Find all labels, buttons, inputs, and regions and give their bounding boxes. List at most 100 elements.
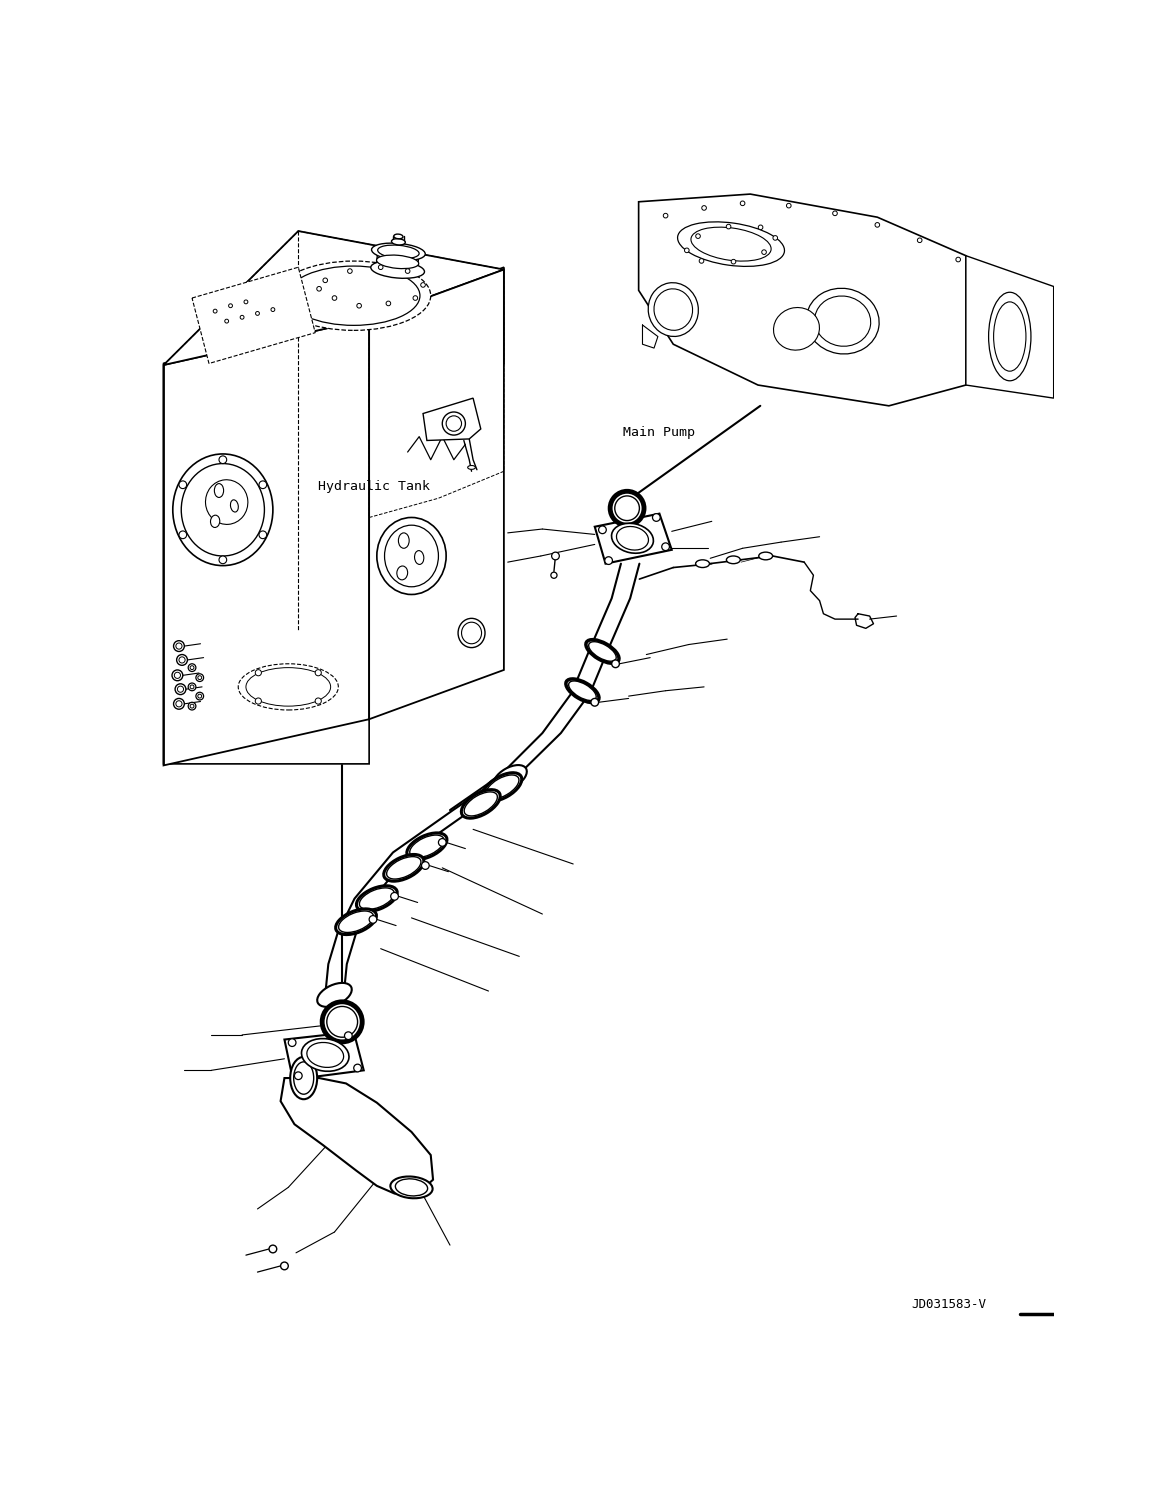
Circle shape (220, 456, 227, 463)
Ellipse shape (586, 640, 619, 663)
Ellipse shape (371, 261, 425, 278)
Circle shape (176, 643, 182, 649)
Circle shape (259, 532, 266, 539)
Circle shape (322, 1002, 363, 1042)
Circle shape (174, 698, 184, 709)
Circle shape (612, 660, 620, 667)
Ellipse shape (384, 855, 424, 881)
Circle shape (174, 640, 184, 652)
Ellipse shape (414, 551, 424, 564)
Ellipse shape (815, 296, 871, 347)
Ellipse shape (461, 622, 481, 643)
Circle shape (315, 698, 322, 704)
Ellipse shape (493, 765, 527, 791)
Polygon shape (639, 194, 966, 406)
Ellipse shape (288, 267, 420, 326)
Circle shape (344, 1032, 352, 1039)
Circle shape (190, 666, 194, 670)
Polygon shape (966, 256, 1054, 398)
Circle shape (196, 675, 203, 682)
Text: Hydraulic Tank: Hydraulic Tank (317, 479, 430, 493)
Circle shape (772, 235, 777, 240)
Circle shape (295, 1072, 302, 1080)
Circle shape (224, 319, 229, 323)
Ellipse shape (566, 679, 599, 703)
Ellipse shape (588, 642, 616, 661)
Circle shape (315, 670, 322, 676)
Circle shape (386, 301, 391, 305)
Polygon shape (423, 398, 481, 441)
Ellipse shape (210, 515, 220, 527)
Circle shape (197, 694, 202, 698)
Circle shape (196, 692, 203, 700)
Circle shape (178, 532, 187, 539)
Polygon shape (163, 267, 504, 363)
Ellipse shape (691, 228, 771, 261)
Circle shape (241, 316, 244, 319)
Ellipse shape (294, 1062, 313, 1094)
Circle shape (289, 1039, 296, 1047)
Ellipse shape (993, 302, 1026, 371)
Polygon shape (163, 319, 369, 765)
Circle shape (357, 304, 362, 308)
Ellipse shape (181, 463, 264, 555)
Ellipse shape (486, 774, 519, 800)
Circle shape (758, 225, 763, 229)
Ellipse shape (386, 856, 421, 879)
Polygon shape (369, 270, 504, 719)
Circle shape (269, 1245, 277, 1252)
Circle shape (378, 265, 383, 270)
Circle shape (197, 676, 202, 679)
Ellipse shape (205, 479, 248, 524)
Ellipse shape (464, 792, 498, 816)
Circle shape (326, 1007, 358, 1038)
Ellipse shape (359, 887, 394, 910)
Circle shape (317, 286, 322, 292)
Circle shape (259, 481, 266, 488)
Ellipse shape (391, 1176, 432, 1199)
Ellipse shape (338, 911, 373, 932)
Ellipse shape (391, 238, 405, 246)
Ellipse shape (458, 618, 485, 648)
Circle shape (177, 686, 183, 692)
Ellipse shape (727, 555, 741, 564)
Ellipse shape (461, 789, 500, 817)
Circle shape (615, 496, 640, 521)
Ellipse shape (377, 518, 446, 594)
Ellipse shape (393, 234, 403, 238)
Ellipse shape (568, 680, 596, 700)
Ellipse shape (398, 533, 410, 548)
Circle shape (696, 234, 701, 238)
Circle shape (787, 204, 791, 208)
Circle shape (551, 572, 556, 578)
Ellipse shape (397, 566, 407, 579)
Circle shape (174, 672, 181, 679)
Ellipse shape (612, 523, 654, 554)
Polygon shape (193, 267, 316, 363)
Circle shape (956, 258, 960, 262)
Circle shape (190, 704, 194, 709)
Ellipse shape (371, 243, 425, 261)
Ellipse shape (238, 664, 338, 710)
Circle shape (420, 283, 425, 287)
Polygon shape (595, 514, 672, 564)
Circle shape (281, 1263, 289, 1270)
Circle shape (214, 310, 217, 313)
Ellipse shape (654, 289, 693, 331)
Ellipse shape (410, 835, 444, 858)
Circle shape (323, 278, 328, 283)
Circle shape (175, 683, 185, 694)
Circle shape (244, 299, 248, 304)
Ellipse shape (385, 526, 438, 587)
Text: Main Pump: Main Pump (623, 426, 695, 439)
Ellipse shape (306, 1042, 344, 1068)
Ellipse shape (989, 292, 1031, 381)
Circle shape (178, 481, 187, 488)
Ellipse shape (483, 773, 521, 801)
Ellipse shape (173, 454, 272, 566)
Circle shape (176, 701, 182, 707)
Circle shape (599, 526, 606, 533)
Ellipse shape (407, 832, 447, 859)
Circle shape (762, 250, 767, 255)
Ellipse shape (215, 484, 223, 497)
